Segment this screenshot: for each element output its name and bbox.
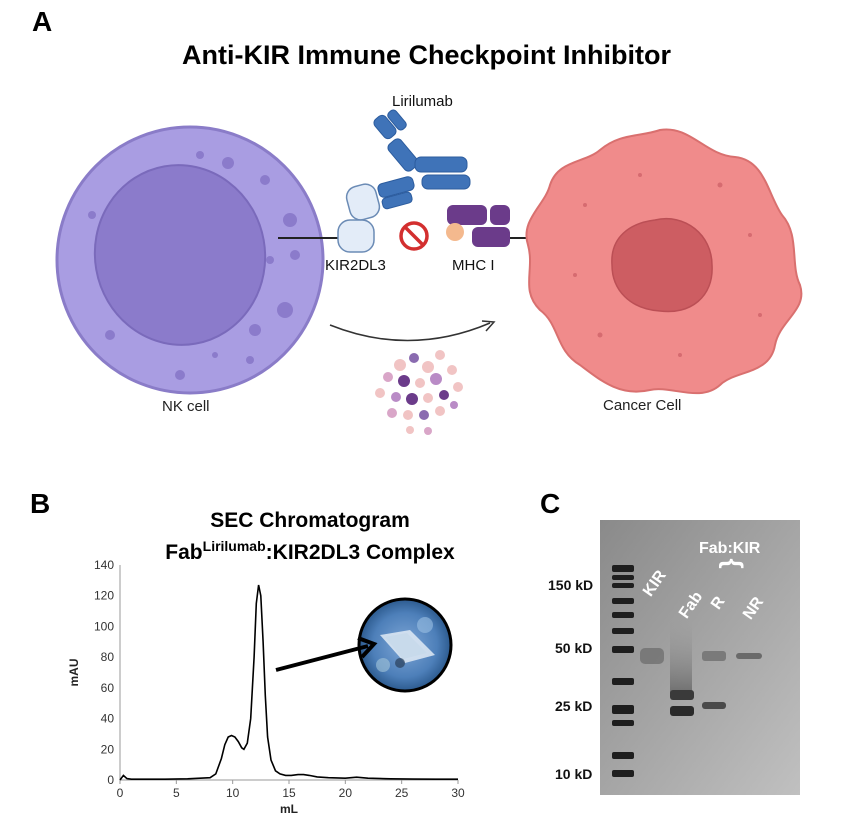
y-tick-label: 120 [94,589,114,603]
x-tick-label: 25 [395,786,409,800]
panel-c-letter: C [540,488,561,519]
arrow-icon [329,320,496,342]
chromatogram-line [119,584,458,781]
x-tick-label: 10 [226,786,240,800]
cancer-cell-label: Cancer Cell [603,397,682,414]
marker-25kd: 25 kD [555,698,593,714]
nk-cell-label: NK cell [162,398,210,415]
x-tick-label: 0 [117,786,124,800]
sec-title-line2: FabLirilumab:KIR2DL3 Complex [120,534,500,565]
y-tick-label: 100 [94,619,114,633]
granule-cluster-icon [375,350,463,435]
sec-chromatogram-chart: 0 20 40 60 80 100 120 140 0 5 10 15 20 25 30 mAU mL [67,558,465,816]
y-axis-label: mAU [67,658,81,686]
sds-page-gel [600,520,800,795]
crystal-photo-icon [357,597,453,693]
marker-50kd: 50 kD [555,640,593,656]
ladder-bands [612,565,634,777]
mhc-label: MHC I [452,257,495,274]
y-tick-label: 60 [101,681,115,695]
y-tick-label: 40 [101,712,115,726]
mhc-icon [446,205,510,247]
x-tick-label: 30 [451,786,465,800]
x-tick-label: 15 [282,786,296,800]
y-tick-label: 140 [94,558,114,572]
marker-10kd: 10 kD [555,766,593,782]
lirilumab-label: Lirilumab [392,93,453,110]
pointer-arrow-icon [275,636,378,672]
sec-title-sup: Lirilumab [202,538,266,554]
x-tick-label: 5 [173,786,180,800]
y-tick-label: 80 [101,650,115,664]
panel-b-letter: B [30,488,51,519]
kir-receptor-icon [337,183,381,253]
group-brace-icon: { [718,558,749,569]
nk-cell-icon [55,125,325,395]
fab-kir-group-label: Fab:KIR [699,540,761,557]
panel-a-illustration [55,109,803,435]
panel-a-title: Anti-KIR Immune Checkpoint Inhibitor [182,40,671,70]
antibody-icon [373,109,471,210]
x-tick-label: 20 [339,786,353,800]
y-tick-label: 20 [101,742,115,756]
sec-title-suffix: :KIR2DL3 Complex [265,541,455,564]
y-tick-label: 0 [107,773,114,787]
marker-150kd: 150 kD [548,577,594,593]
kir2dl3-label: KIR2DL3 [325,257,386,274]
sec-title-line1: SEC Chromatogram [210,509,410,532]
panel-a-letter: A [32,6,53,37]
block-icon [399,221,429,251]
x-axis-label: mL [280,802,298,816]
sec-title-prefix: Fab [165,541,203,564]
cancer-cell-icon [525,128,803,395]
